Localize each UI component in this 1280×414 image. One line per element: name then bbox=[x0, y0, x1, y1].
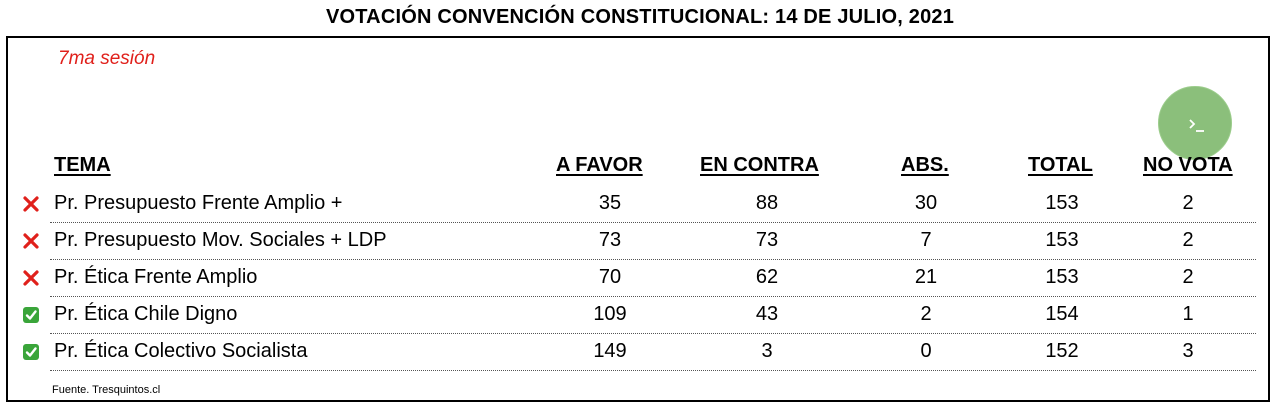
cell-abs: 7 bbox=[920, 229, 932, 251]
header-en-contra: EN CONTRA bbox=[700, 154, 819, 176]
cell-tema: Pr. Presupuesto Mov. Sociales + LDP bbox=[54, 229, 387, 251]
cell-a-favor: 70 bbox=[598, 266, 622, 288]
row-divider bbox=[50, 259, 1256, 260]
cell-abs: 30 bbox=[914, 192, 938, 214]
header-a-favor: A FAVOR bbox=[556, 154, 643, 176]
cell-a-favor: 149 bbox=[593, 340, 627, 362]
header-no-vota: NO VOTA bbox=[1143, 154, 1233, 176]
cell-a-favor: 73 bbox=[598, 229, 622, 251]
table-row: Pr. Presupuesto Frente Amplio + 35 88 30 153… bbox=[8, 186, 1270, 223]
cross-icon bbox=[22, 269, 40, 287]
cell-total: 154 bbox=[1045, 303, 1079, 325]
table-row: Pr. Ética Colectivo Socialista 149 3 0 152 3 bbox=[8, 334, 1270, 371]
cell-no-vota: 2 bbox=[1182, 266, 1194, 288]
cell-en-contra: 3 bbox=[761, 340, 773, 362]
cell-abs: 2 bbox=[920, 303, 932, 325]
page-title: VOTACIÓN CONVENCIÓN CONSTITUCIONAL: 14 D… bbox=[325, 6, 955, 28]
cell-no-vota: 2 bbox=[1182, 192, 1194, 214]
row-divider bbox=[50, 370, 1256, 371]
cell-total: 152 bbox=[1045, 340, 1079, 362]
row-divider bbox=[50, 333, 1256, 334]
cell-en-contra: 62 bbox=[755, 266, 779, 288]
cell-en-contra: 88 bbox=[755, 192, 779, 214]
cell-a-favor: 109 bbox=[593, 303, 627, 325]
cell-total: 153 bbox=[1045, 266, 1079, 288]
cross-icon bbox=[22, 195, 40, 213]
cell-abs: 21 bbox=[914, 266, 938, 288]
cell-a-favor: 35 bbox=[598, 192, 622, 214]
vote-table-frame: 7ma sesión TEMA A FAVOR EN CONTRA ABS. T… bbox=[6, 36, 1270, 402]
table-row: Pr. Presupuesto Mov. Sociales + LDP 73 73 7… bbox=[8, 223, 1270, 260]
source-note: Fuente. Tresquintos.cl bbox=[52, 384, 161, 396]
cell-no-vota: 2 bbox=[1182, 229, 1194, 251]
table-row: Pr. Ética Chile Digno 109 43 2 154 1 bbox=[8, 297, 1270, 334]
header-abs: ABS. bbox=[901, 154, 949, 176]
check-box-icon bbox=[22, 306, 40, 324]
cell-en-contra: 43 bbox=[755, 303, 779, 325]
cross-icon bbox=[22, 232, 40, 250]
cell-en-contra: 73 bbox=[755, 229, 779, 251]
check-box-icon bbox=[22, 343, 40, 361]
cell-no-vota: 3 bbox=[1182, 340, 1194, 362]
cell-tema: Pr. Presupuesto Frente Amplio + bbox=[54, 192, 343, 214]
header-tema: TEMA bbox=[54, 154, 111, 176]
cell-total: 153 bbox=[1045, 229, 1079, 251]
cell-tema: Pr. Ética Frente Amplio bbox=[54, 266, 258, 288]
terminal-prompt-icon bbox=[1189, 119, 1204, 132]
cell-tema: Pr. Ética Chile Digno bbox=[54, 303, 238, 325]
row-divider bbox=[50, 222, 1256, 223]
session-label: 7ma sesión bbox=[58, 48, 156, 69]
table-row: Pr. Ética Frente Amplio 70 62 21 153 2 bbox=[8, 260, 1270, 297]
terminal-button[interactable] bbox=[1158, 86, 1232, 160]
cell-total: 153 bbox=[1045, 192, 1079, 214]
cell-abs: 0 bbox=[920, 340, 932, 362]
header-total: TOTAL bbox=[1028, 154, 1093, 176]
cell-no-vota: 1 bbox=[1182, 303, 1194, 325]
row-divider bbox=[50, 296, 1256, 297]
cell-tema: Pr. Ética Colectivo Socialista bbox=[54, 340, 308, 362]
